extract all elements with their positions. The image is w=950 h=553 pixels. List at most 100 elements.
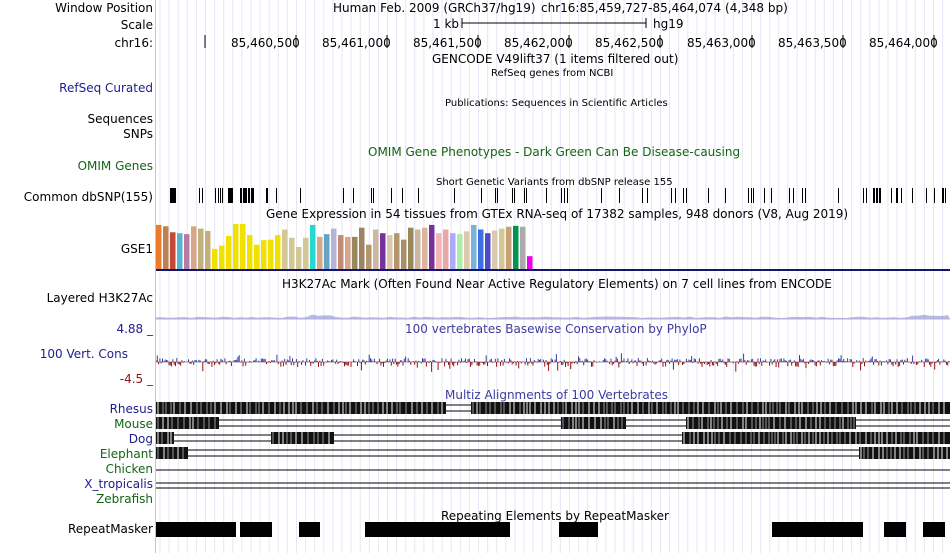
snp-variant [901, 188, 902, 203]
track-title-repeatmasker[interactable]: Repeating Elements by RepeatMasker [441, 509, 669, 523]
dog-alignment-block [156, 432, 174, 444]
gtex-tissue-bar [219, 245, 225, 270]
track-title-phylop[interactable]: 100 vertebrates Basewise Conservation by… [405, 322, 707, 336]
species-label[interactable]: Rhesus [109, 402, 153, 416]
species-label[interactable]: Dog [128, 432, 153, 446]
track-labels-pane: Window Position Scale chr16: RefSeq Cura… [0, 0, 155, 553]
snp-variant [524, 188, 525, 203]
snp-variant [495, 188, 496, 203]
gtex-tissue-bar [457, 234, 463, 270]
label-100-vert-cons[interactable]: 100 Vert. Cons [39, 347, 128, 361]
gtex-tissue-bar [177, 233, 183, 270]
snp-variant [173, 188, 175, 203]
mouse-alignment-block [686, 417, 856, 429]
gtex-tissue-bar [359, 227, 365, 270]
scale-bar-label: 1 kb [433, 17, 460, 31]
snp-variant [567, 188, 568, 203]
snp-variant [391, 188, 392, 203]
track-title-gtex[interactable]: Gene Expression in 54 tissues from GTEx … [266, 207, 849, 221]
repeat-element [365, 522, 510, 537]
snp-variant [789, 188, 790, 203]
snp-variant [353, 188, 354, 203]
snp-variant [276, 188, 277, 203]
snp-variant [561, 188, 562, 203]
track-title-multiz[interactable]: Multiz Alignments of 100 Vertebrates [445, 388, 669, 402]
gtex-tissue-bar [156, 224, 162, 270]
species-label[interactable]: X_tropicalis [84, 477, 153, 491]
gtex-tissue-bar [338, 235, 344, 270]
snp-variant [343, 188, 344, 203]
repeat-element [559, 522, 598, 537]
snp-variant [251, 188, 252, 203]
snp-variant [686, 188, 687, 203]
snp-variant [514, 188, 515, 203]
species-label[interactable]: Zebrafish [96, 492, 153, 506]
snp-variant [601, 188, 602, 203]
repeat-element [240, 522, 272, 537]
label-scale: Scale [120, 18, 153, 32]
tracks-image[interactable]: Human Feb. 2009 (GRCh37/hg19) chr16:85,4… [156, 0, 950, 553]
species-label[interactable]: Chicken [105, 462, 153, 476]
scale-bar-db: hg19 [653, 17, 684, 31]
gtex-tissue-bar [310, 224, 316, 270]
snp-variant [497, 188, 498, 203]
gtex-tissue-bar [247, 235, 253, 270]
label-snps[interactable]: SNPs [123, 127, 153, 141]
snp-variant [371, 188, 372, 203]
label-sequences[interactable]: Sequences [87, 112, 153, 126]
snp-variant [564, 188, 565, 203]
snp-variant [526, 188, 527, 203]
snp-variant [934, 188, 935, 203]
label-chromosome: chr16: [114, 36, 153, 50]
snp-variant [481, 188, 482, 203]
label-omim-genes[interactable]: OMIM Genes [77, 159, 153, 173]
gtex-tissue-bar [492, 230, 498, 270]
snp-variant [642, 188, 643, 203]
snp-variant [218, 188, 219, 203]
label-common-dbsnp[interactable]: Common dbSNP(155) [23, 190, 153, 204]
ruler-tick-label: 85,464,000 [869, 36, 938, 50]
snp-variant [300, 188, 301, 203]
track-title-omim[interactable]: OMIM Gene Phenotypes - Dark Green Can Be… [368, 145, 741, 159]
gtex-tissue-bar [254, 244, 260, 270]
repeat-element [923, 522, 945, 537]
snp-variant [793, 188, 794, 203]
track-title-dbsnp[interactable]: Short Genetic Variants from dbSNP releas… [436, 177, 673, 188]
gtex-tissue-bar [527, 256, 533, 270]
track-title-publications[interactable]: Publications: Sequences in Scientific Ar… [445, 98, 668, 109]
snp-variant [675, 188, 676, 203]
snp-variant [748, 188, 749, 203]
species-label[interactable]: Elephant [99, 447, 153, 461]
elephant-alignment-block [859, 447, 950, 459]
gtex-tissue-bar [471, 224, 477, 270]
gtex-tissue-bar [296, 247, 302, 270]
track-title-refseq[interactable]: RefSeq genes from NCBI [491, 68, 614, 79]
gtex-tissue-bar [450, 233, 456, 270]
gtex-tissue-bar [317, 236, 323, 270]
mouse-alignment-block [156, 417, 219, 429]
species-label[interactable]: Mouse [114, 417, 153, 431]
repeat-element [156, 522, 236, 537]
track-title-h3k27ac[interactable]: H3K27Ac Mark (Often Found Near Active Re… [282, 277, 832, 291]
label-repeatmasker[interactable]: RepeatMasker [67, 522, 153, 536]
label-refseq-curated[interactable]: RefSeq Curated [59, 81, 153, 95]
gtex-tissue-bar [261, 240, 267, 270]
snp-variant [896, 188, 898, 203]
snp-variant [945, 188, 946, 203]
label-layered-h3k27ac[interactable]: Layered H3K27Ac [46, 291, 153, 305]
track-title-gencode[interactable]: GENCODE V49lift37 (1 items filtered out) [432, 52, 679, 66]
gtex-tissue-bar [275, 235, 281, 270]
gtex-tissue-bar [240, 224, 246, 270]
gtex-tissue-bar [170, 232, 176, 270]
snp-variant [753, 188, 754, 203]
gtex-tissue-bar [394, 233, 400, 270]
gtex-tissue-bar [198, 228, 204, 270]
snp-variant [873, 188, 875, 203]
snp-variant [220, 188, 221, 203]
gtex-tissue-bar [331, 228, 337, 270]
snp-variant [402, 188, 403, 203]
gtex-tissue-bar [324, 234, 330, 270]
assembly-title: Human Feb. 2009 (GRCh37/hg19) [333, 1, 536, 15]
snp-variant [926, 188, 927, 203]
label-gse1[interactable]: GSE1 [120, 242, 153, 256]
